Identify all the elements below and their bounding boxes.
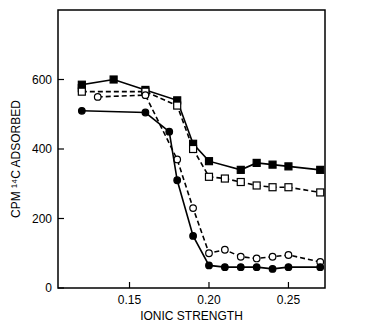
x-axis-label: IONIC STRENGTH [140, 309, 243, 323]
data-point [237, 253, 244, 260]
data-point [253, 255, 260, 262]
data-point [142, 92, 149, 99]
y-tick [58, 218, 64, 219]
data-point [317, 264, 324, 271]
data-point [206, 262, 213, 269]
data-point [110, 76, 117, 83]
data-point [190, 233, 197, 240]
x-tick [288, 282, 289, 288]
data-point [166, 128, 173, 135]
y-tick-label: 0 [45, 281, 52, 295]
data-point [174, 177, 181, 184]
data-point [205, 173, 212, 180]
data-point [142, 109, 149, 116]
data-point [285, 163, 292, 170]
data-point [253, 159, 260, 166]
data-point [78, 88, 85, 95]
series-line [82, 92, 320, 193]
data-point [205, 158, 212, 165]
chart: 0 200 400 600 0.15 0.20 0.25 IONIC STRENGTH CPM … [0, 0, 384, 326]
plot-area [78, 76, 323, 272]
data-point [317, 166, 324, 173]
data-point [221, 175, 228, 182]
data-point [79, 107, 86, 114]
y-tick-label: 600 [32, 73, 52, 87]
y-tick-label: 400 [32, 142, 52, 156]
data-point [174, 102, 181, 109]
x-tick-label: 0.20 [197, 293, 221, 307]
x-tick-label: 0.15 [118, 293, 142, 307]
data-point [269, 161, 276, 168]
data-point [285, 252, 292, 259]
data-point [190, 146, 197, 153]
data-point [237, 264, 244, 271]
data-point [269, 253, 276, 260]
x-tick [208, 282, 209, 288]
y-axis-label: CPM ¹⁴C ADSORBED [9, 100, 23, 218]
plot-frame [58, 10, 325, 288]
x-tick-label: 0.25 [277, 293, 301, 307]
data-point [78, 81, 85, 88]
data-point [253, 182, 260, 189]
data-point [269, 266, 276, 273]
data-point [190, 205, 197, 212]
series-line [82, 80, 320, 170]
y-tick [58, 287, 64, 288]
data-point [285, 184, 292, 191]
data-point [94, 94, 101, 101]
data-point [237, 166, 244, 173]
y-tick [58, 79, 64, 80]
series-line [82, 111, 320, 269]
data-point [206, 250, 213, 257]
x-tick [129, 282, 130, 288]
data-point [253, 264, 260, 271]
series-line [98, 95, 321, 262]
data-point [237, 179, 244, 186]
data-point [222, 264, 229, 271]
data-point [222, 246, 229, 253]
data-point [317, 189, 324, 196]
data-point [285, 264, 292, 271]
y-tick-label: 200 [32, 212, 52, 226]
data-point [269, 184, 276, 191]
y-tick [58, 148, 64, 149]
